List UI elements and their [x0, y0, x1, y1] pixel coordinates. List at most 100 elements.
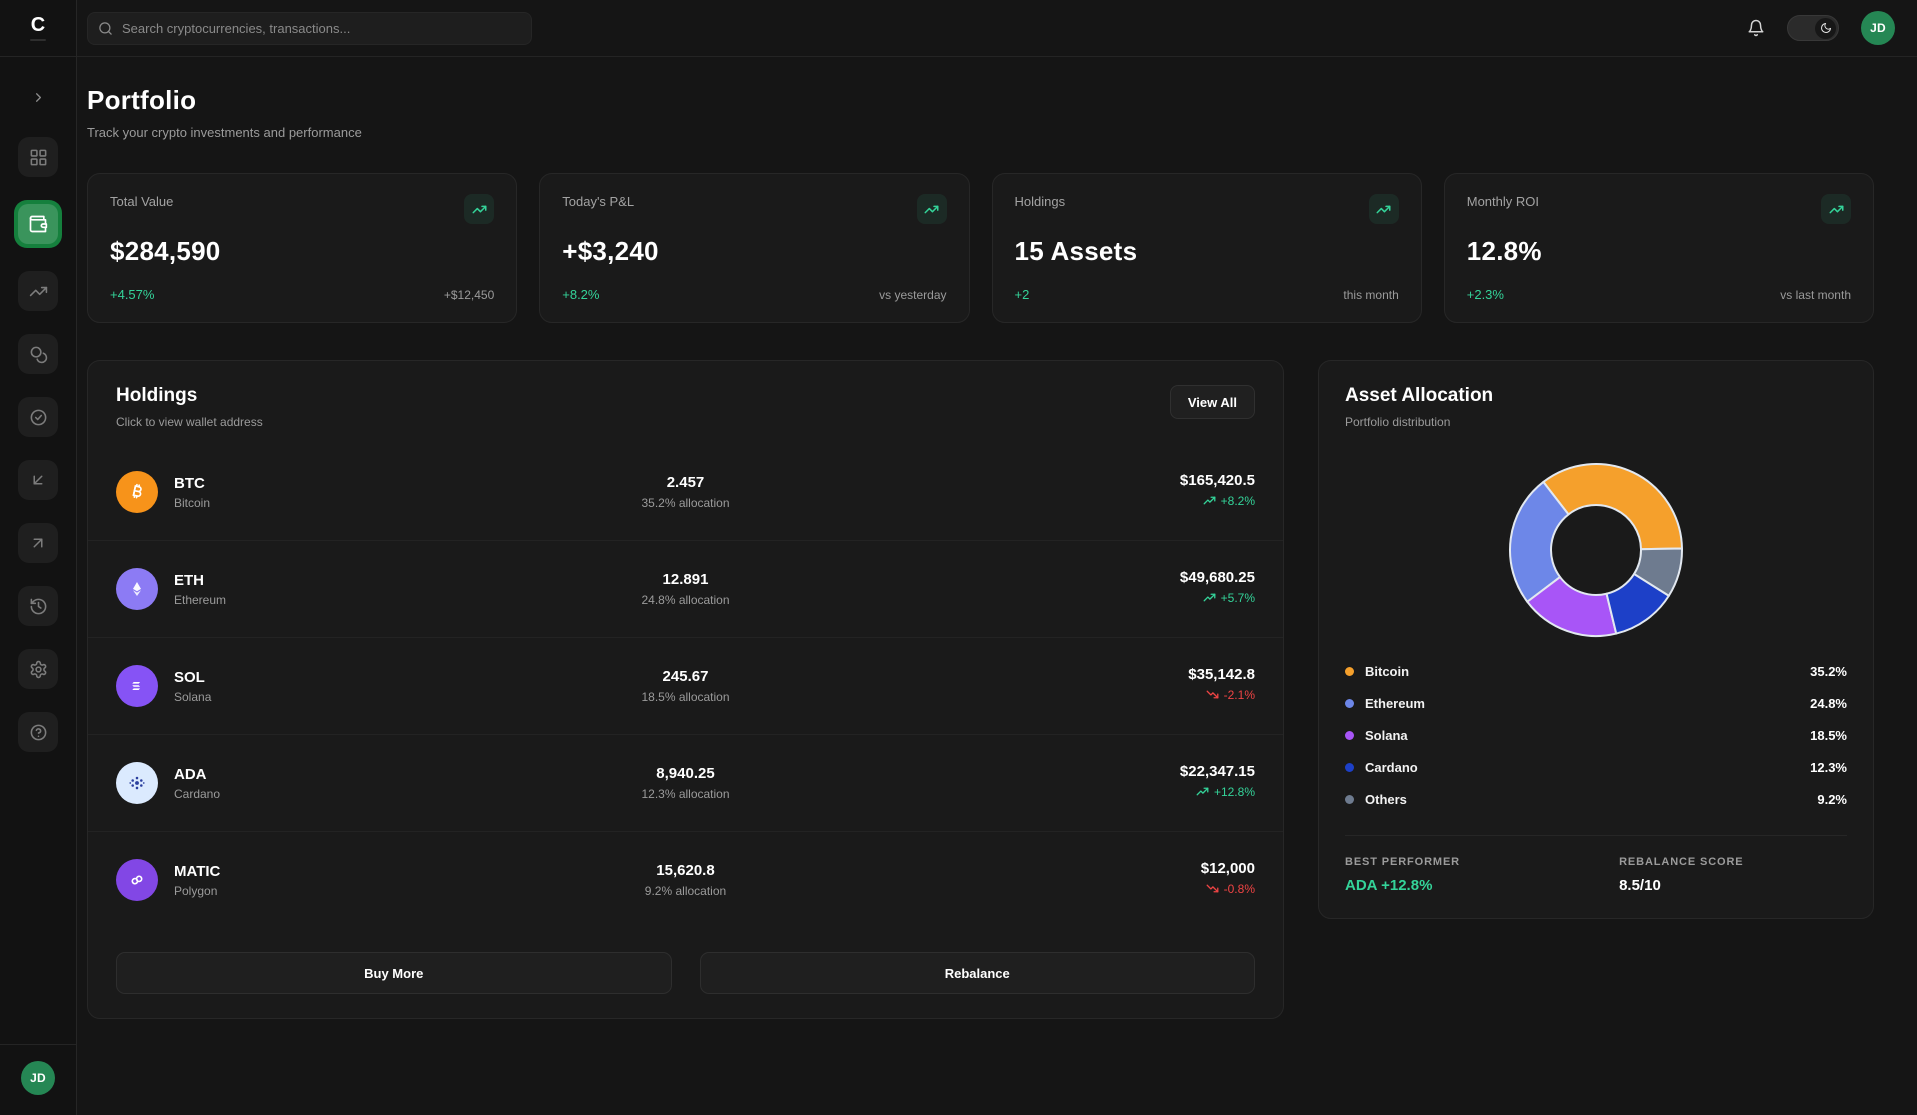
- holding-row-matic[interactable]: MATIC Polygon 15,620.8 9.2% allocation $…: [88, 832, 1283, 928]
- best-performer-label: BEST PERFORMER: [1345, 856, 1460, 868]
- sidebar-item-orders[interactable]: [18, 397, 58, 437]
- sidebar-item-settings[interactable]: [18, 649, 58, 689]
- coin-symbol: ADA: [174, 765, 207, 783]
- stat-card-monthly-roi: Monthly ROI 12.8% +2.3% vs last month: [1443, 173, 1874, 323]
- coin-name: Solana: [174, 689, 212, 704]
- stat-change: +2: [1014, 287, 1030, 302]
- best-performer-value: ADA +12.8%: [1345, 877, 1433, 894]
- coin-amount: 12.891: [662, 571, 709, 588]
- sidebar-item-history[interactable]: [18, 586, 58, 626]
- topbar-actions: JD: [1747, 11, 1895, 45]
- sidebar-item-help[interactable]: [18, 712, 58, 752]
- help-circle-icon: [29, 723, 48, 742]
- dark-mode-toggle[interactable]: [1787, 15, 1839, 41]
- btc-coin-icon: [116, 471, 158, 513]
- holding-row-eth[interactable]: ETH Ethereum 12.891 24.8% allocation $49…: [88, 541, 1283, 638]
- sol-coin-icon: [116, 665, 158, 707]
- trending-up-icon: [464, 194, 495, 224]
- donut-slice-bitcoin: [1542, 463, 1683, 551]
- stat-note: vs yesterday: [879, 287, 947, 302]
- search-bar: [87, 11, 532, 45]
- donut-slice-others: [1633, 547, 1683, 597]
- stat-change: +8.2%: [562, 287, 600, 302]
- stat-note: +$12,450: [443, 287, 495, 302]
- eth-coin-icon: [116, 568, 158, 610]
- allocation-subtitle: Portfolio distribution: [1345, 415, 1451, 429]
- notifications-button[interactable]: [1747, 19, 1765, 37]
- sidebar-footer: JD: [0, 1044, 76, 1115]
- coin-symbol: ETH: [174, 571, 204, 589]
- sidebar-item-dashboard[interactable]: [18, 137, 58, 177]
- holding-row-sol[interactable]: SOL Solana 245.67 18.5% allocation $35,1…: [88, 638, 1283, 735]
- sidebar-collapse-button[interactable]: [24, 83, 52, 111]
- sidebar-item-assets[interactable]: [18, 334, 58, 374]
- trend-up-icon: [1196, 785, 1209, 798]
- coin-allocation: 18.5% allocation: [641, 690, 730, 704]
- holding-row-ada[interactable]: ADA Cardano 8,940.25 12.3% allocation $2…: [88, 735, 1283, 832]
- legend-dot: [1345, 666, 1354, 676]
- holdings-list: BTC Bitcoin 2.457 35.2% allocation $165,…: [88, 443, 1283, 928]
- search-input[interactable]: [87, 11, 532, 45]
- stat-change: +4.57%: [110, 287, 155, 302]
- trend-down-icon: [1206, 882, 1219, 895]
- coin-symbol: SOL: [174, 668, 205, 686]
- main-area: JD Portfolio Track your crypto investmen…: [77, 0, 1917, 1115]
- coin-value: $35,142.8: [1188, 665, 1255, 683]
- coin-symbol: MATIC: [174, 862, 221, 880]
- stat-value: $284,590: [110, 236, 221, 266]
- donut-slice-ethereum: [1509, 480, 1570, 603]
- coin-name: Bitcoin: [174, 495, 211, 510]
- legend-item-ethereum: Ethereum 24.8%: [1345, 687, 1847, 719]
- logo-letter: C: [30, 14, 46, 36]
- page-content: Portfolio Track your crypto investments …: [77, 57, 1917, 1019]
- trend-up-icon: [1203, 591, 1216, 604]
- legend-dot: [1345, 730, 1354, 740]
- user-avatar[interactable]: JD: [1861, 11, 1895, 45]
- asset-allocation-panel: Asset Allocation Portfolio distribution …: [1318, 360, 1874, 919]
- sidebar-item-send[interactable]: [18, 523, 58, 563]
- logo-underline: [30, 39, 46, 41]
- coin-allocation: 12.3% allocation: [641, 787, 730, 801]
- coin-amount: 8,940.25: [656, 765, 715, 782]
- coin-change: -0.8%: [1206, 882, 1255, 896]
- buy-more-button[interactable]: Buy More: [116, 952, 672, 994]
- coin-change: +8.2%: [1203, 494, 1255, 508]
- stat-note: vs last month: [1780, 287, 1851, 302]
- coin-change: -2.1%: [1206, 688, 1255, 702]
- trend-up-icon: [1203, 494, 1216, 507]
- sidebar: C: [0, 0, 77, 1115]
- sidebar-item-portfolio[interactable]: [14, 200, 62, 248]
- user-avatar[interactable]: JD: [21, 1061, 55, 1095]
- legend-dot: [1345, 698, 1354, 708]
- coin-value: $22,347.15: [1179, 762, 1255, 780]
- coin-name: Polygon: [174, 883, 218, 898]
- sidebar-item-markets[interactable]: [18, 271, 58, 311]
- donut-slice-solana: [1526, 576, 1618, 637]
- legend-dot: [1345, 794, 1354, 804]
- coin-value: $49,680.25: [1179, 568, 1255, 586]
- sidebar-item-receive[interactable]: [18, 460, 58, 500]
- holdings-panel: Holdings Click to view wallet address Vi…: [87, 360, 1284, 1019]
- holding-row-btc[interactable]: BTC Bitcoin 2.457 35.2% allocation $165,…: [88, 443, 1283, 541]
- sidebar-nav: [14, 137, 62, 752]
- stat-card-holdings: Holdings 15 Assets +2 this month: [991, 173, 1422, 323]
- donut-slice-cardano: [1605, 572, 1670, 635]
- legend-item-solana: Solana 18.5%: [1345, 719, 1847, 751]
- history-icon: [29, 597, 48, 616]
- stat-label: Monthly ROI: [1466, 194, 1539, 209]
- legend-item-cardano: Cardano 12.3%: [1345, 751, 1847, 783]
- view-all-button[interactable]: View All: [1169, 385, 1255, 419]
- ada-coin-icon: [116, 762, 158, 804]
- coin-allocation: 9.2% allocation: [644, 884, 727, 898]
- stat-change: +2.3%: [1466, 287, 1504, 302]
- coin-change: +5.7%: [1203, 591, 1255, 605]
- search-icon: [98, 21, 113, 36]
- rebalance-button[interactable]: Rebalance: [699, 952, 1255, 994]
- coin-value: $12,000: [1200, 859, 1255, 877]
- stat-label: Holdings: [1014, 194, 1066, 209]
- app-logo: C: [0, 0, 76, 57]
- page-title: Portfolio: [87, 85, 197, 115]
- matic-coin-icon: [116, 859, 158, 901]
- coin-amount: 245.67: [662, 668, 709, 685]
- stat-card-todays-pnl: Today's P&L +$3,240 +8.2% vs yesterday: [539, 173, 970, 323]
